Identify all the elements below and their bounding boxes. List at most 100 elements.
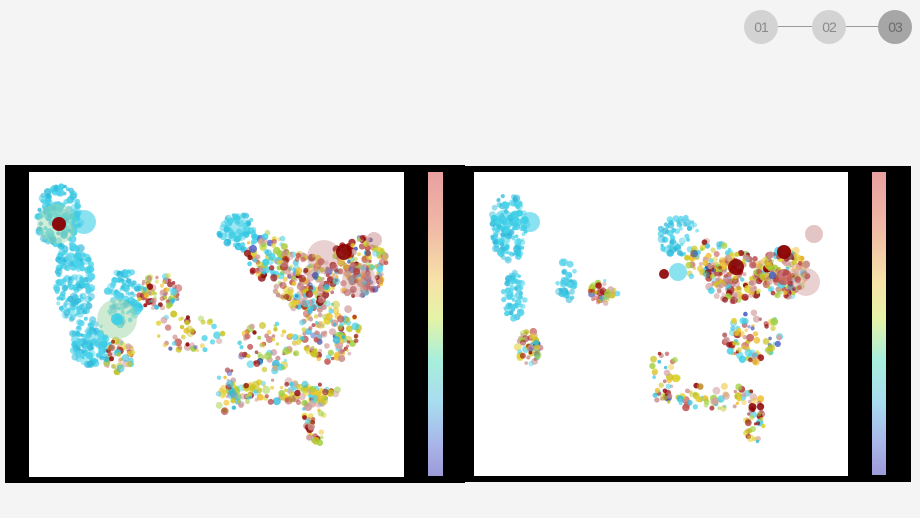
left-map-data-point [317, 410, 324, 417]
right-map-data-point [569, 288, 575, 295]
right-map-data-point [726, 341, 732, 348]
left-map-data-point [215, 401, 223, 409]
right-map-data-point [678, 237, 686, 245]
right-map-data-point [726, 283, 732, 289]
right-map-data-point [502, 201, 510, 209]
right-map-data-point [590, 288, 595, 293]
right-map-data-point [671, 229, 675, 233]
left-map-data-point [295, 339, 301, 345]
left-map-data-point [328, 308, 334, 314]
left-map-data-point [67, 307, 76, 316]
left-map-data-point [162, 342, 168, 348]
left-map-data-point [171, 341, 177, 346]
left-map-data-point [118, 278, 122, 282]
left-map-data-point [40, 198, 45, 204]
left-map-data-point [268, 252, 276, 260]
left-map-data-point [279, 385, 284, 390]
left-map-data-point [337, 324, 343, 330]
left-map-data-point [63, 231, 68, 235]
right-map-data-point [514, 286, 519, 291]
left-map-data-point [313, 337, 319, 343]
right-map-data-point [682, 222, 688, 227]
right-map-data-point [747, 412, 751, 416]
left-map-data-point [292, 333, 299, 341]
left-map-data-point [259, 322, 266, 329]
left-map-data-point [170, 289, 177, 296]
right-map-data-point [787, 284, 795, 291]
left-map-data-point [70, 264, 77, 271]
left-map-data-point [137, 297, 142, 302]
right-map-data-point [751, 407, 756, 412]
left-map-data-point [318, 297, 325, 304]
right-map-data-point [680, 218, 685, 224]
left-map-data-point [85, 287, 92, 294]
left-map-data-point [159, 296, 165, 302]
left-map-data-point [359, 234, 365, 240]
left-map-data-point [215, 391, 222, 397]
left-map-data-point [238, 351, 245, 358]
left-map-data-point [56, 296, 61, 301]
step-03-button[interactable]: 03 [878, 10, 912, 44]
left-map-data-point [219, 330, 226, 337]
left-map-data-point [289, 264, 294, 268]
left-map-data-point [68, 261, 74, 267]
left-map-data-point [66, 259, 74, 267]
left-map-data-point [311, 253, 316, 258]
left-map-data-point [81, 302, 88, 308]
left-map-data-point [353, 278, 359, 284]
left-map-data-point [308, 285, 314, 291]
right-map-data-point [719, 272, 723, 276]
right-map-data-point [768, 271, 777, 280]
right-map-data-point [683, 218, 692, 227]
left-map-data-point [262, 384, 266, 388]
left-map-data-point [346, 270, 350, 274]
left-map-data-point [313, 314, 319, 319]
left-map-data-point [63, 184, 67, 189]
left-map-data-point [79, 279, 84, 285]
left-map-data-point [341, 287, 346, 292]
left-map-data-point [338, 354, 346, 363]
left-map-data-point [257, 237, 266, 246]
left-map-data-point [246, 241, 251, 245]
right-map-data-point [756, 268, 763, 275]
left-map-data-point [78, 251, 86, 258]
right-map-data-point [747, 325, 751, 329]
right-map-data-point [749, 393, 758, 401]
right-map-data-point [604, 290, 611, 297]
step-01-button[interactable]: 01 [744, 10, 778, 44]
left-map-data-point [59, 265, 64, 270]
left-map-data-point [323, 260, 329, 265]
left-map-large-marker [52, 217, 66, 231]
right-map-data-point [802, 260, 811, 269]
left-map-data-point [244, 333, 251, 340]
right-map-data-point [768, 336, 772, 341]
left-map-data-point [60, 256, 65, 261]
left-map-data-point [75, 325, 82, 332]
left-map-data-point [71, 274, 78, 281]
left-map-data-point [121, 354, 130, 362]
left-map-data-point [55, 242, 60, 248]
right-map-data-point [759, 416, 764, 422]
right-map-data-point [509, 285, 515, 291]
left-map-data-point [249, 267, 256, 274]
left-map-data-point [43, 226, 48, 231]
left-map-data-point [216, 338, 223, 345]
left-map-data-point [135, 303, 141, 309]
left-map-data-point [69, 300, 77, 307]
left-map-data-point [162, 280, 167, 284]
right-map-data-point [666, 216, 674, 223]
left-map-data-point [142, 279, 146, 284]
left-map-data-point [72, 245, 78, 252]
left-map-data-point [311, 298, 316, 303]
left-map-data-point [52, 283, 60, 291]
left-map-data-point [67, 236, 72, 242]
right-map-data-point [750, 326, 755, 331]
right-map-data-point [533, 340, 539, 346]
right-map-data-point [755, 439, 760, 444]
step-02-button[interactable]: 02 [812, 10, 846, 44]
left-map-data-point [49, 188, 55, 194]
left-map-data-point [337, 268, 344, 275]
right-map-data-point [511, 227, 516, 231]
scatter-map-left-svg [34, 183, 389, 447]
right-map-data-point [710, 247, 716, 253]
